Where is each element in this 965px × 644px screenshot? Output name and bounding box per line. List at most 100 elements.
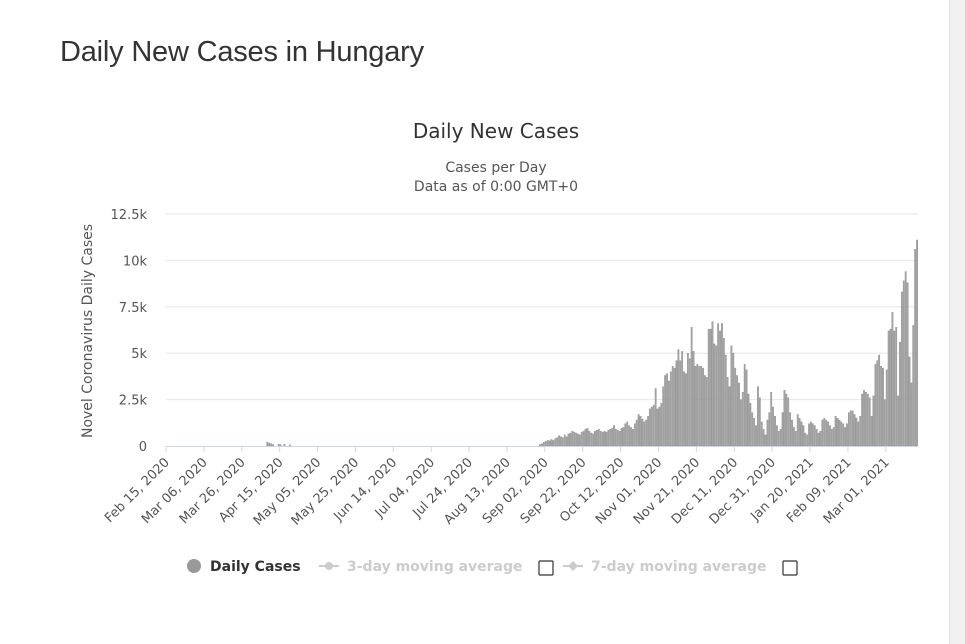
bar-daily-cases[interactable] <box>272 444 274 447</box>
bar-daily-cases[interactable] <box>758 397 761 447</box>
bars-daily-cases[interactable] <box>266 239 918 447</box>
bar-daily-cases[interactable] <box>726 377 729 447</box>
bar-daily-cases[interactable] <box>707 328 710 447</box>
bar-daily-cases[interactable] <box>626 421 629 447</box>
bar-daily-cases[interactable] <box>616 430 619 447</box>
bar-daily-cases[interactable] <box>724 354 727 447</box>
bar-daily-cases[interactable] <box>571 430 574 447</box>
bar-daily-cases[interactable] <box>794 430 797 447</box>
bar-daily-cases[interactable] <box>827 421 829 447</box>
bar-daily-cases[interactable] <box>874 364 877 447</box>
bar-daily-cases[interactable] <box>893 330 896 447</box>
bar-daily-cases[interactable] <box>688 358 691 447</box>
bar-daily-cases[interactable] <box>753 417 756 447</box>
bar-daily-cases[interactable] <box>599 430 602 447</box>
bar-daily-cases[interactable] <box>554 438 557 447</box>
bar-daily-cases[interactable] <box>649 408 651 447</box>
bar-daily-cases[interactable] <box>870 416 873 447</box>
bar-daily-cases[interactable] <box>561 437 564 447</box>
bar-daily-cases[interactable] <box>683 371 685 447</box>
bar-daily-cases[interactable] <box>686 353 689 447</box>
bar-daily-cases[interactable] <box>751 412 754 447</box>
bar-daily-cases[interactable] <box>268 442 271 447</box>
bar-daily-cases[interactable] <box>768 412 771 447</box>
bar-daily-cases[interactable] <box>804 432 807 447</box>
bar-daily-cases[interactable] <box>580 431 583 447</box>
bar-daily-cases[interactable] <box>643 421 646 447</box>
bar-daily-cases[interactable] <box>847 412 850 447</box>
bar-daily-cases[interactable] <box>863 390 865 447</box>
bar-daily-cases[interactable] <box>647 416 649 447</box>
bar-daily-cases[interactable] <box>546 440 549 447</box>
bar-daily-cases[interactable] <box>851 410 854 447</box>
bar-daily-cases[interactable] <box>620 428 623 447</box>
bar-daily-cases[interactable] <box>777 430 780 447</box>
bar-daily-cases[interactable] <box>590 432 593 447</box>
bar-daily-cases[interactable] <box>757 386 759 447</box>
bar-daily-cases[interactable] <box>732 353 735 447</box>
page-scrollbar[interactable] <box>949 0 965 644</box>
bar-daily-cases[interactable] <box>719 330 721 447</box>
bar-daily-cases[interactable] <box>842 423 845 447</box>
bar-daily-cases[interactable] <box>592 433 595 447</box>
bar-daily-cases[interactable] <box>721 323 723 447</box>
bar-daily-cases[interactable] <box>700 365 702 447</box>
bar-daily-cases[interactable] <box>582 430 585 447</box>
bar-daily-cases[interactable] <box>899 341 901 447</box>
bar-daily-cases[interactable] <box>872 395 875 447</box>
bar-daily-cases[interactable] <box>696 364 699 447</box>
bar-daily-cases[interactable] <box>705 377 708 447</box>
bar-daily-cases[interactable] <box>548 440 551 447</box>
bar-daily-cases[interactable] <box>607 430 610 447</box>
bar-daily-cases[interactable] <box>613 425 615 447</box>
bar-daily-cases[interactable] <box>669 371 672 447</box>
bar-daily-cases[interactable] <box>783 390 786 447</box>
bar-daily-cases[interactable] <box>916 239 918 447</box>
bar-daily-cases[interactable] <box>730 345 733 447</box>
bar-daily-cases[interactable] <box>702 367 704 447</box>
bar-daily-cases[interactable] <box>823 417 826 447</box>
bar-daily-cases[interactable] <box>664 375 667 447</box>
bar-daily-cases[interactable] <box>811 423 814 447</box>
bar-daily-cases[interactable] <box>279 444 282 447</box>
bar-daily-cases[interactable] <box>685 373 687 447</box>
bar-daily-cases[interactable] <box>785 393 788 447</box>
bar-daily-cases[interactable] <box>817 432 820 447</box>
bar-daily-cases[interactable] <box>633 423 636 447</box>
bar-daily-cases[interactable] <box>704 375 706 447</box>
bar-daily-cases[interactable] <box>846 423 848 447</box>
bar-daily-cases[interactable] <box>577 433 579 447</box>
bar-daily-cases[interactable] <box>622 427 625 447</box>
bar-daily-cases[interactable] <box>787 397 790 447</box>
bar-daily-cases[interactable] <box>770 391 773 447</box>
bar-daily-cases[interactable] <box>840 421 843 447</box>
bar-daily-cases[interactable] <box>815 429 818 447</box>
bar-daily-cases[interactable] <box>853 414 856 447</box>
bar-daily-cases[interactable] <box>793 427 795 447</box>
bar-daily-cases[interactable] <box>849 410 852 447</box>
bar-daily-cases[interactable] <box>882 367 884 447</box>
bar-daily-cases[interactable] <box>560 436 562 447</box>
bar-daily-cases[interactable] <box>789 412 792 447</box>
bar-daily-cases[interactable] <box>736 375 738 447</box>
bar-daily-cases[interactable] <box>597 429 600 447</box>
bar-daily-cases[interactable] <box>755 425 757 447</box>
bar-daily-cases[interactable] <box>660 403 663 447</box>
bar-daily-cases[interactable] <box>865 391 867 447</box>
legend-checkbox[interactable] <box>782 560 798 576</box>
bar-daily-cases[interactable] <box>573 431 576 447</box>
bar-daily-cases[interactable] <box>836 417 839 447</box>
bar-daily-cases[interactable] <box>601 431 604 447</box>
bar-daily-cases[interactable] <box>912 325 915 447</box>
bar-daily-cases[interactable] <box>861 393 864 447</box>
bar-daily-cases[interactable] <box>806 434 809 447</box>
bar-daily-cases[interactable] <box>609 429 612 447</box>
bar-daily-cases[interactable] <box>709 328 712 447</box>
bar-daily-cases[interactable] <box>711 321 714 447</box>
bar-daily-cases[interactable] <box>891 312 894 447</box>
bar-daily-cases[interactable] <box>603 430 606 447</box>
bar-daily-cases[interactable] <box>637 414 640 447</box>
bar-daily-cases[interactable] <box>614 429 617 447</box>
bar-daily-cases[interactable] <box>552 440 555 447</box>
bar-daily-cases[interactable] <box>673 367 676 447</box>
